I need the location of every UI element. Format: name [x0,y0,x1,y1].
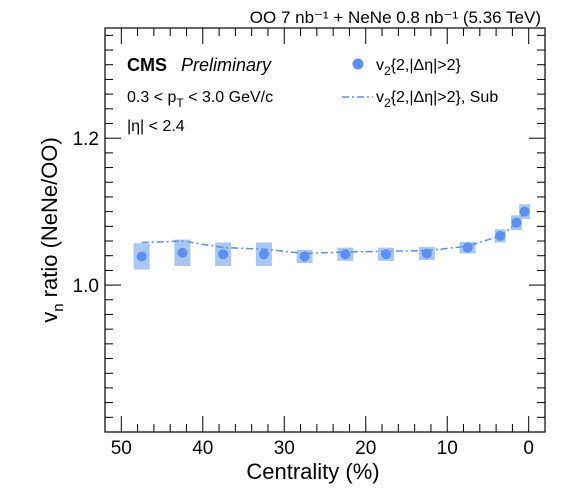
legend-marker-v: v [376,57,384,74]
data-point [519,206,530,217]
eta-cut-label: |η| < 2.4 [127,118,185,135]
x-tick-label: 40 [192,438,213,459]
marker-layer [136,206,530,262]
status-label: Preliminary [181,55,272,75]
plot-frame [104,27,546,433]
y-tick-label: 1.0 [73,276,99,297]
legend-marker-label: v2{2,|Δη|>2} [376,57,462,78]
data-point [511,217,522,228]
data-point [421,248,432,259]
systematic-bands [133,204,531,270]
x-tick-label: 30 [274,438,295,459]
experiment-label: CMS [127,55,167,75]
legend-line-label: v2{2,|Δη|>2}, Sub [376,89,498,110]
data-point [218,249,229,260]
axis-ticks: 50 40 30 20 10 0 1.0 1.2 [73,28,545,459]
x-tick-label: 0 [523,438,534,459]
data-point [299,251,310,262]
y-tick-label: 1.2 [73,129,99,150]
data-point [340,249,351,260]
data-point [495,230,506,241]
pt-cut-sub: T [176,96,184,110]
x-tick-label: 10 [437,438,458,459]
data-point [258,249,269,260]
legend-marker-swatch [352,58,364,70]
data-point [177,247,188,258]
data-point [381,249,392,260]
x-tick-label: 20 [355,438,376,459]
x-tick-label: 50 [111,438,132,459]
legend-line-v: v [376,89,384,106]
y-axis-title-sub: n [50,303,67,311]
pt-cut-rest: < 3.0 GeV/c [184,89,273,106]
pt-cut-label: 0.3 < pT < 3.0 GeV/c [127,89,273,110]
x-axis-title: Centrality (%) [246,459,379,484]
dataset-label: OO 7 nb⁻¹ + NeNe 0.8 nb⁻¹ (5.36 TeV) [250,8,541,27]
legend-line-rest: {2,|Δη|>2}, Sub [391,89,499,106]
legend-marker-sub: 2 [384,64,391,78]
data-point [462,242,473,253]
y-axis-title: vn ratio (NeNe/OO) [37,137,67,323]
data-point [136,251,147,262]
legend-marker-rest: {2,|Δη|>2} [391,57,462,74]
legend-line-sub: 2 [384,96,391,110]
y-axis-title-rest: ratio (NeNe/OO) [37,137,62,303]
pt-cut-main: 0.3 < p [127,89,176,106]
y-axis-title-main: v [37,312,62,323]
